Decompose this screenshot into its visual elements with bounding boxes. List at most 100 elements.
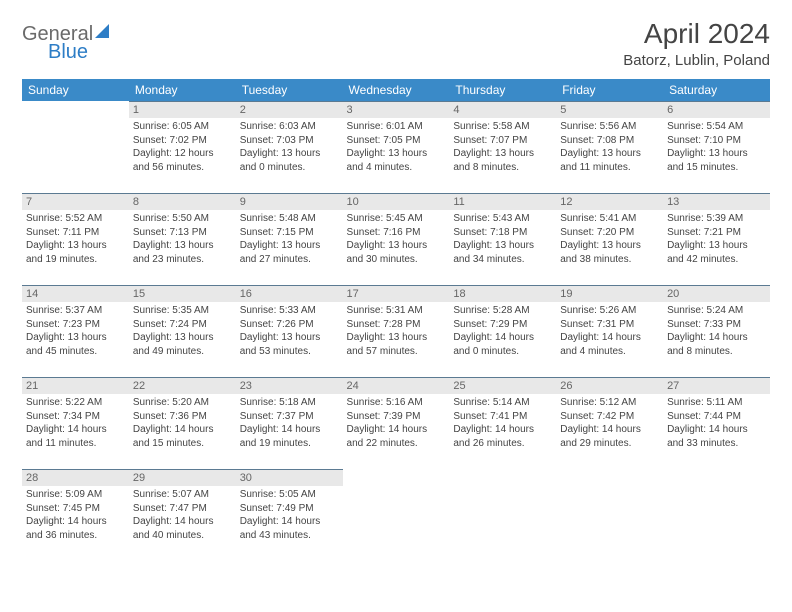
daylight-line: and 34 minutes. (453, 253, 552, 267)
calendar-cell: 2Sunrise: 6:03 AMSunset: 7:03 PMDaylight… (236, 101, 343, 193)
sunrise-line: Sunrise: 6:01 AM (347, 120, 446, 134)
calendar-cell (343, 469, 450, 561)
daylight-line: and 19 minutes. (26, 253, 125, 267)
day-number: 20 (663, 286, 770, 302)
sunrise-line: Sunrise: 5:37 AM (26, 304, 125, 318)
logo-text-blue: Blue (48, 42, 111, 62)
sunrise-line: Sunrise: 6:05 AM (133, 120, 232, 134)
sunrise-line: Sunrise: 5:16 AM (347, 396, 446, 410)
sunset-line: Sunset: 7:07 PM (453, 134, 552, 148)
calendar-week-row: 1Sunrise: 6:05 AMSunset: 7:02 PMDaylight… (22, 101, 770, 193)
daylight-line: and 53 minutes. (240, 345, 339, 359)
daylight-line: and 49 minutes. (133, 345, 232, 359)
location: Batorz, Lublin, Poland (623, 52, 770, 69)
sunrise-line: Sunrise: 5:12 AM (560, 396, 659, 410)
daylight-line: Daylight: 12 hours (133, 147, 232, 161)
sunset-line: Sunset: 7:13 PM (133, 226, 232, 240)
sunset-line: Sunset: 7:21 PM (667, 226, 766, 240)
sunrise-line: Sunrise: 5:54 AM (667, 120, 766, 134)
calendar-cell (556, 469, 663, 561)
day-number: 17 (343, 286, 450, 302)
calendar-cell (449, 469, 556, 561)
sunset-line: Sunset: 7:02 PM (133, 134, 232, 148)
sunrise-line: Sunrise: 5:48 AM (240, 212, 339, 226)
header: General Blue April 2024 Batorz, Lublin, … (22, 18, 770, 69)
daylight-line: Daylight: 13 hours (560, 147, 659, 161)
day-number: 19 (556, 286, 663, 302)
sunrise-line: Sunrise: 5:45 AM (347, 212, 446, 226)
sunset-line: Sunset: 7:24 PM (133, 318, 232, 332)
day-number: 6 (663, 102, 770, 118)
weekday-header: Friday (556, 79, 663, 101)
day-number: 1 (129, 102, 236, 118)
daylight-line: and 38 minutes. (560, 253, 659, 267)
daylight-line: Daylight: 13 hours (240, 331, 339, 345)
day-number: 22 (129, 378, 236, 394)
calendar-week-row: 14Sunrise: 5:37 AMSunset: 7:23 PMDayligh… (22, 285, 770, 377)
daylight-line: Daylight: 14 hours (26, 515, 125, 529)
calendar-cell: 5Sunrise: 5:56 AMSunset: 7:08 PMDaylight… (556, 101, 663, 193)
daylight-line: and 36 minutes. (26, 529, 125, 543)
daylight-line: and 40 minutes. (133, 529, 232, 543)
daylight-line: and 33 minutes. (667, 437, 766, 451)
day-number: 27 (663, 378, 770, 394)
daylight-line: and 30 minutes. (347, 253, 446, 267)
calendar-cell: 17Sunrise: 5:31 AMSunset: 7:28 PMDayligh… (343, 285, 450, 377)
calendar-cell: 8Sunrise: 5:50 AMSunset: 7:13 PMDaylight… (129, 193, 236, 285)
calendar-cell: 6Sunrise: 5:54 AMSunset: 7:10 PMDaylight… (663, 101, 770, 193)
weekday-header: Thursday (449, 79, 556, 101)
daylight-line: Daylight: 13 hours (347, 239, 446, 253)
sunset-line: Sunset: 7:31 PM (560, 318, 659, 332)
calendar-cell: 29Sunrise: 5:07 AMSunset: 7:47 PMDayligh… (129, 469, 236, 561)
weekday-header: Sunday (22, 79, 129, 101)
daylight-line: and 8 minutes. (667, 345, 766, 359)
daylight-line: and 57 minutes. (347, 345, 446, 359)
calendar-cell: 24Sunrise: 5:16 AMSunset: 7:39 PMDayligh… (343, 377, 450, 469)
day-number: 15 (129, 286, 236, 302)
sunrise-line: Sunrise: 5:33 AM (240, 304, 339, 318)
daylight-line: Daylight: 13 hours (240, 147, 339, 161)
daylight-line: and 4 minutes. (560, 345, 659, 359)
weekday-header: Tuesday (236, 79, 343, 101)
day-number: 21 (22, 378, 129, 394)
daylight-line: and 26 minutes. (453, 437, 552, 451)
daylight-line: Daylight: 14 hours (560, 423, 659, 437)
sunset-line: Sunset: 7:42 PM (560, 410, 659, 424)
calendar-cell: 19Sunrise: 5:26 AMSunset: 7:31 PMDayligh… (556, 285, 663, 377)
calendar-week-row: 21Sunrise: 5:22 AMSunset: 7:34 PMDayligh… (22, 377, 770, 469)
daylight-line: Daylight: 14 hours (133, 423, 232, 437)
daylight-line: and 45 minutes. (26, 345, 125, 359)
sunset-line: Sunset: 7:41 PM (453, 410, 552, 424)
calendar-cell: 11Sunrise: 5:43 AMSunset: 7:18 PMDayligh… (449, 193, 556, 285)
sunset-line: Sunset: 7:47 PM (133, 502, 232, 516)
daylight-line: Daylight: 14 hours (347, 423, 446, 437)
calendar-cell: 15Sunrise: 5:35 AMSunset: 7:24 PMDayligh… (129, 285, 236, 377)
sunset-line: Sunset: 7:29 PM (453, 318, 552, 332)
calendar-cell: 26Sunrise: 5:12 AMSunset: 7:42 PMDayligh… (556, 377, 663, 469)
daylight-line: Daylight: 13 hours (667, 239, 766, 253)
sunset-line: Sunset: 7:11 PM (26, 226, 125, 240)
weekday-header: Wednesday (343, 79, 450, 101)
day-number: 24 (343, 378, 450, 394)
day-number: 25 (449, 378, 556, 394)
daylight-line: and 23 minutes. (133, 253, 232, 267)
sunrise-line: Sunrise: 6:03 AM (240, 120, 339, 134)
daylight-line: and 11 minutes. (26, 437, 125, 451)
daylight-line: and 42 minutes. (667, 253, 766, 267)
daylight-line: and 11 minutes. (560, 161, 659, 175)
daylight-line: Daylight: 14 hours (240, 515, 339, 529)
daylight-line: Daylight: 13 hours (133, 331, 232, 345)
calendar-cell: 14Sunrise: 5:37 AMSunset: 7:23 PMDayligh… (22, 285, 129, 377)
sunset-line: Sunset: 7:26 PM (240, 318, 339, 332)
sunset-line: Sunset: 7:08 PM (560, 134, 659, 148)
daylight-line: and 19 minutes. (240, 437, 339, 451)
day-number: 10 (343, 194, 450, 210)
calendar-week-row: 28Sunrise: 5:09 AMSunset: 7:45 PMDayligh… (22, 469, 770, 561)
day-number: 30 (236, 470, 343, 486)
sunset-line: Sunset: 7:36 PM (133, 410, 232, 424)
day-number: 4 (449, 102, 556, 118)
day-number: 3 (343, 102, 450, 118)
daylight-line: Daylight: 14 hours (667, 423, 766, 437)
daylight-line: Daylight: 14 hours (560, 331, 659, 345)
sunset-line: Sunset: 7:49 PM (240, 502, 339, 516)
